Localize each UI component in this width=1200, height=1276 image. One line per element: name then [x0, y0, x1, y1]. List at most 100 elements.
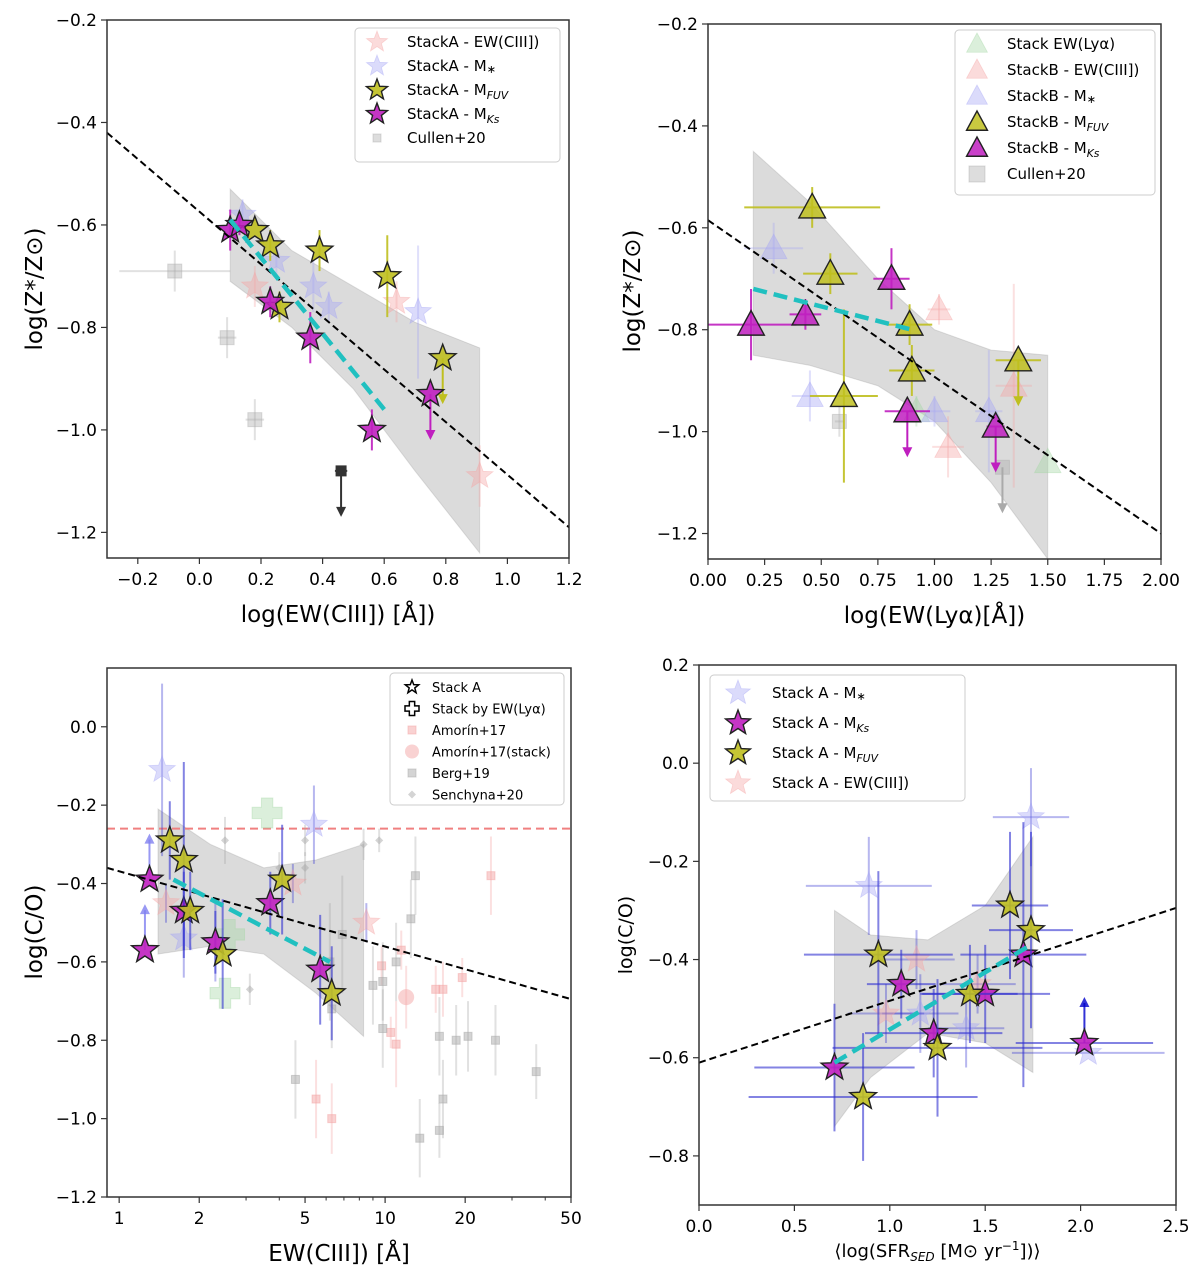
series-stacka-mks: [215, 209, 446, 451]
data-point: [251, 797, 283, 829]
legend-marker-star-icon: [724, 678, 752, 705]
axes-frame: [106, 19, 570, 559]
data-point: [925, 294, 954, 321]
legend: Stack EW(Lyα) StackB - EW(CIII]) StackB - …: [954, 29, 1156, 196]
legend-marker-triangle-icon: [965, 135, 989, 157]
upper-limit-arrowhead: [990, 462, 1001, 473]
data-point: [863, 938, 894, 968]
legend: StackA - EW(CIII]) StackA - M∗ StackA - MF…: [354, 27, 561, 163]
y-tick-label: −0.4: [56, 113, 97, 133]
data-point: [375, 836, 384, 845]
legend-item: Amorín+17(stack): [405, 744, 551, 761]
x-tick-label: 10: [374, 1209, 396, 1229]
series-amor-n-17-stack-: [398, 965, 415, 1029]
linear-fit-line: [107, 131, 569, 529]
legend-item: Stack A - EW(CIII]): [724, 768, 909, 795]
data-point: [386, 1027, 396, 1037]
data-point: [134, 863, 165, 893]
legend-item: Berg+19: [407, 767, 490, 782]
data-point: [167, 263, 183, 279]
legend-item: Stack A - MFUV: [723, 737, 880, 766]
data-point: [255, 887, 286, 917]
data-point: [457, 973, 467, 983]
plot-area: [699, 768, 1176, 1161]
data-point: [304, 953, 336, 983]
series-stacka-mfuv: [239, 214, 458, 405]
panel-tr: 0.00 0.25 0.50 0.75 1.00 1.25 1.50 1.75 2.00 −1.2…: [620, 15, 1180, 629]
x-tick-label: 1.2: [555, 570, 582, 590]
y-tick-label: −0.6: [657, 219, 698, 239]
data-point: [151, 887, 181, 916]
legend-label: StackB - EW(CIII]): [1007, 61, 1139, 79]
y-tick-label: −0.2: [657, 15, 698, 35]
legend-label: Amorín+17(stack): [432, 746, 551, 761]
legend-label: Stack A: [432, 681, 481, 696]
legend-marker-star-icon: [364, 100, 390, 125]
series-stack-a-mfuv: [154, 762, 348, 1041]
data-point: [378, 1024, 388, 1034]
x-tick-label: 0.0: [685, 1217, 712, 1237]
confidence-band: [752, 150, 1049, 559]
legend-box: [954, 29, 1156, 196]
upper-limit-arrowhead: [997, 503, 1008, 514]
data-point: [209, 977, 241, 1009]
x-tick-label: 2: [194, 1209, 205, 1229]
data-point: [240, 271, 270, 299]
y-axis-label: log(C/O): [22, 885, 48, 980]
legend-label: Amorín+17: [432, 724, 506, 739]
legend-label: Stack A - MKs: [772, 714, 870, 735]
data-point: [301, 863, 310, 872]
data-point: [951, 1013, 981, 1041]
data-point: [410, 871, 420, 881]
legend-label: Cullen+20: [407, 129, 486, 147]
data-point: [335, 465, 347, 477]
legend-box: [389, 672, 565, 806]
data-point: [314, 291, 344, 320]
upper-limit-arrowhead: [425, 430, 436, 441]
data-point: [463, 1031, 473, 1041]
data-point: [290, 1074, 300, 1084]
legend-label: Cullen+20: [1007, 165, 1086, 183]
x-tick-label: 0.50: [802, 571, 840, 591]
data-point: [298, 271, 328, 299]
data-point: [391, 1039, 401, 1049]
legend-marker-triangle-icon: [965, 32, 989, 53]
legend-item: Stack A - M∗: [724, 678, 866, 705]
legend-label: Stack A - MFUV: [772, 744, 880, 765]
y-tick-label: −1.0: [657, 423, 698, 443]
data-point: [1003, 344, 1033, 372]
data-point: [168, 844, 200, 873]
data-point: [377, 961, 387, 971]
data-point: [175, 894, 206, 924]
legend-marker-star-icon: [724, 768, 752, 795]
data-point: [905, 998, 935, 1026]
legend-item: Stack EW(Lyα): [965, 32, 1115, 53]
legend-marker-star-icon: [723, 737, 753, 766]
legend-item: Stack A - MKs: [723, 707, 870, 736]
legend-item: StackB - MFUV: [965, 109, 1110, 134]
data-point: [531, 1067, 541, 1077]
legend-item: Stack A: [403, 677, 481, 696]
series-stacka-m-: [228, 199, 433, 379]
legend-item: StackB - EW(CIII]): [965, 58, 1139, 79]
series-stack-a-ew-ciii-: [151, 863, 381, 943]
data-point: [815, 258, 845, 285]
x-axis-label: EW(CIII]) [Å]: [268, 1239, 410, 1267]
data-point: [398, 989, 415, 1006]
legend-marker-triangle-icon: [965, 58, 989, 79]
x-tick-label: 0.00: [689, 571, 727, 591]
x-tick-label: −0.2: [117, 570, 158, 590]
data-point: [795, 381, 824, 407]
y-tick-label: −0.8: [657, 321, 698, 341]
x-tick-label: 0.0: [186, 570, 213, 590]
y-tick-label: −0.2: [648, 852, 689, 872]
x-tick-label: 1.0: [494, 570, 521, 590]
x-tick-label: 0.5: [781, 1217, 808, 1237]
series-stack-a-mfuv: [748, 831, 1073, 1161]
legend-marker-plus-outline-icon: [404, 700, 420, 717]
x-tick-label: 50: [560, 1209, 582, 1229]
data-point: [220, 836, 229, 845]
upper-limit-arrowhead: [336, 506, 347, 517]
legend-label: StackB - MFUV: [1007, 113, 1110, 134]
